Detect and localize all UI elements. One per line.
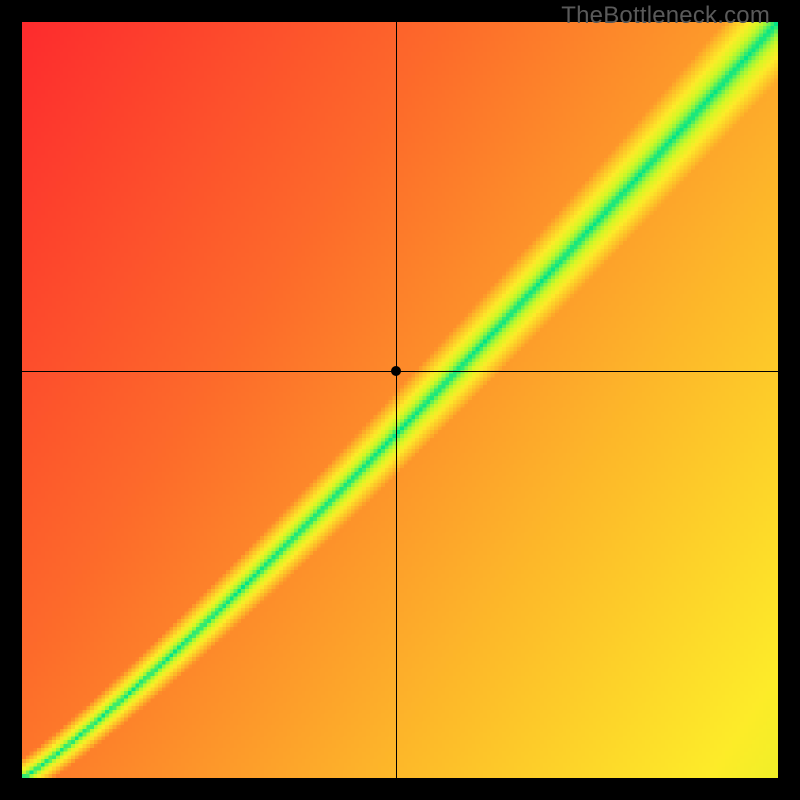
- heatmap-canvas: [22, 22, 778, 778]
- chart-frame: TheBottleneck.com: [0, 0, 800, 800]
- crosshair-vertical: [396, 22, 397, 778]
- watermark-text: TheBottleneck.com: [561, 2, 770, 30]
